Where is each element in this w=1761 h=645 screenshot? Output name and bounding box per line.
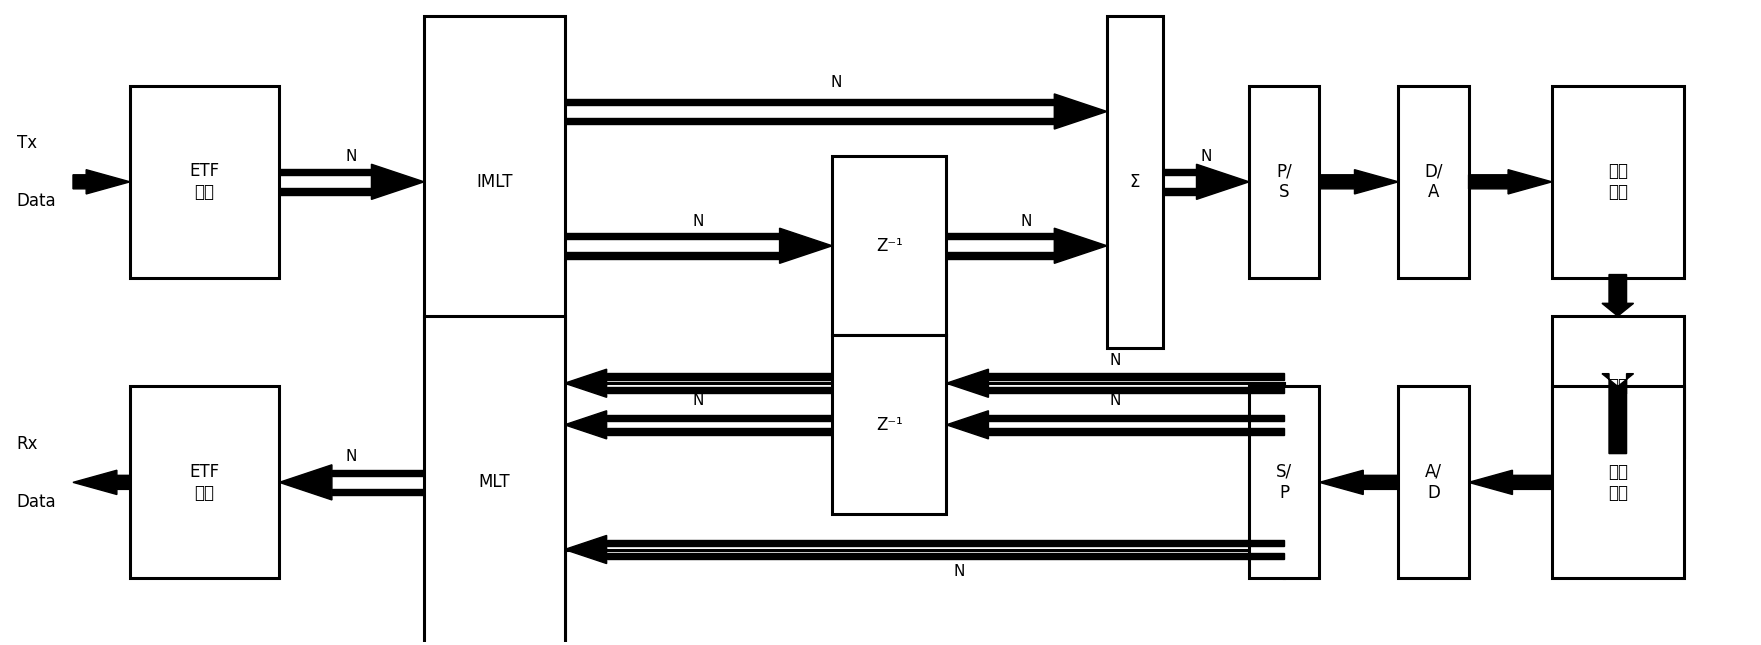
Polygon shape xyxy=(565,118,1055,124)
Polygon shape xyxy=(331,489,424,495)
Text: Z⁻¹: Z⁻¹ xyxy=(875,237,903,255)
Polygon shape xyxy=(565,233,780,239)
Text: Data: Data xyxy=(18,192,56,210)
Polygon shape xyxy=(72,170,130,194)
Text: N: N xyxy=(1109,393,1122,408)
Bar xyxy=(1551,386,1684,579)
Text: Data: Data xyxy=(18,493,56,511)
Polygon shape xyxy=(946,233,1055,239)
Polygon shape xyxy=(280,465,331,500)
Text: N: N xyxy=(345,149,357,164)
Text: N: N xyxy=(829,75,842,90)
Text: 载波
解调: 载波 解调 xyxy=(1608,463,1627,502)
Polygon shape xyxy=(946,252,1055,259)
Polygon shape xyxy=(565,411,606,439)
Polygon shape xyxy=(988,387,1284,393)
Polygon shape xyxy=(280,169,372,175)
Text: Tx: Tx xyxy=(18,134,37,152)
Text: A/
D: A/ D xyxy=(1425,463,1442,502)
Text: P/
S: P/ S xyxy=(1277,163,1293,201)
Polygon shape xyxy=(1469,170,1551,194)
Polygon shape xyxy=(72,470,130,495)
Polygon shape xyxy=(1603,275,1634,316)
Bar xyxy=(1108,15,1162,348)
Text: Z⁻¹: Z⁻¹ xyxy=(875,416,903,434)
Polygon shape xyxy=(606,553,1284,559)
Polygon shape xyxy=(606,373,833,380)
Polygon shape xyxy=(565,369,606,397)
Polygon shape xyxy=(1196,164,1249,199)
Text: S/
P: S/ P xyxy=(1277,463,1293,502)
Bar xyxy=(130,86,280,278)
Text: ETF
调制: ETF 调制 xyxy=(190,163,220,201)
Polygon shape xyxy=(946,411,988,439)
Bar xyxy=(424,15,565,348)
Polygon shape xyxy=(1055,94,1108,129)
Polygon shape xyxy=(780,228,833,263)
Text: 信道: 信道 xyxy=(1608,377,1627,395)
Polygon shape xyxy=(606,540,1284,546)
Bar xyxy=(1551,316,1684,457)
Text: N: N xyxy=(692,214,704,229)
Text: MLT: MLT xyxy=(479,473,511,491)
Polygon shape xyxy=(280,188,372,195)
Polygon shape xyxy=(988,428,1284,435)
Text: Σ: Σ xyxy=(1131,173,1141,191)
Polygon shape xyxy=(988,373,1284,380)
Polygon shape xyxy=(1319,470,1398,495)
Text: N: N xyxy=(345,450,357,464)
Polygon shape xyxy=(372,164,424,199)
Polygon shape xyxy=(565,99,1055,105)
Polygon shape xyxy=(565,535,606,564)
Text: D/
A: D/ A xyxy=(1425,163,1442,201)
Text: Rx: Rx xyxy=(18,435,39,453)
Polygon shape xyxy=(1055,228,1108,263)
Bar xyxy=(833,156,946,335)
Bar xyxy=(424,316,565,645)
Bar xyxy=(1249,386,1319,579)
Polygon shape xyxy=(946,369,988,397)
Polygon shape xyxy=(988,415,1284,421)
Text: N: N xyxy=(1109,353,1122,368)
Polygon shape xyxy=(606,415,833,421)
Text: IMLT: IMLT xyxy=(475,173,512,191)
Polygon shape xyxy=(1162,188,1196,195)
Text: N: N xyxy=(692,393,704,408)
Bar xyxy=(1398,86,1469,278)
Bar xyxy=(1249,86,1319,278)
Text: N: N xyxy=(1021,214,1032,229)
Bar xyxy=(1398,386,1469,579)
Bar xyxy=(833,335,946,514)
Text: 载波
调制: 载波 调制 xyxy=(1608,163,1627,201)
Bar xyxy=(1551,86,1684,278)
Polygon shape xyxy=(606,428,833,435)
Text: N: N xyxy=(954,564,965,579)
Text: N: N xyxy=(1201,149,1212,164)
Text: ETF
解调: ETF 解调 xyxy=(190,463,220,502)
Polygon shape xyxy=(1162,169,1196,175)
Polygon shape xyxy=(1469,470,1551,495)
Bar xyxy=(130,386,280,579)
Polygon shape xyxy=(331,470,424,476)
Polygon shape xyxy=(1603,373,1634,453)
Polygon shape xyxy=(1319,170,1398,194)
Polygon shape xyxy=(606,387,833,393)
Polygon shape xyxy=(565,252,780,259)
